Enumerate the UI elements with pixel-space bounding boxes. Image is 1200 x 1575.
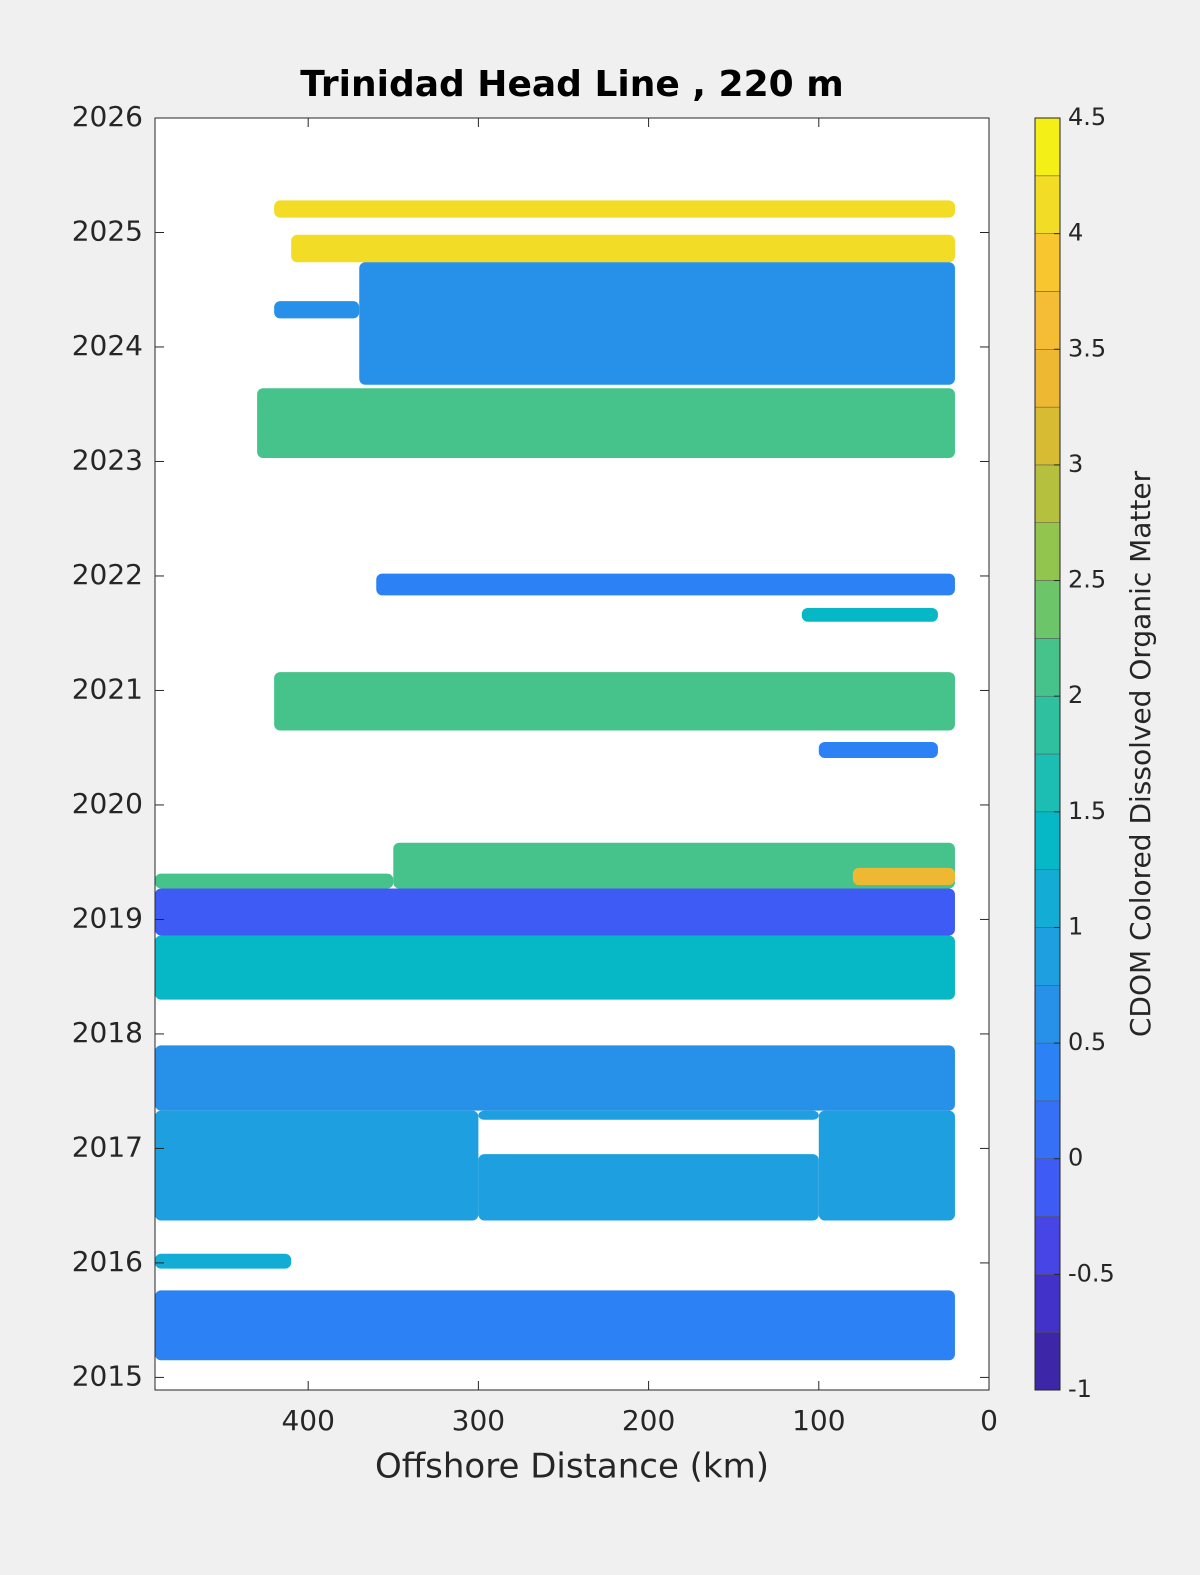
contour-region (155, 873, 394, 889)
y-tick-label: 2018 (72, 1016, 143, 1049)
colorbar-label: CDOM Colored Dissolved Organic Matter (1124, 470, 1157, 1037)
colorbar-level (1034, 1331, 1061, 1391)
contour-region (852, 867, 955, 886)
colorbar-box (1034, 117, 1061, 1391)
contour-region (155, 1045, 955, 1111)
colorbar-tick-label: -1 (1068, 1375, 1092, 1403)
colorbar-level (1034, 406, 1061, 466)
colorbar-tick-label: 2 (1068, 681, 1083, 709)
contour-region (257, 388, 955, 459)
contour-fill (155, 200, 955, 1361)
colorbar-tick-label: 3 (1068, 450, 1083, 478)
colorbar-level (1034, 175, 1061, 234)
y-tick-label: 2026 (72, 100, 143, 133)
contour-region (155, 1253, 292, 1269)
contour-region (155, 935, 955, 1000)
colorbar-tick-label: 4 (1068, 219, 1083, 247)
colorbar-tick-label: 1 (1068, 912, 1083, 940)
y-tick-label: 2015 (72, 1359, 143, 1392)
colorbar-level (1034, 1216, 1061, 1275)
colorbar-tick-label: 0 (1068, 1144, 1083, 1172)
contour-region (818, 741, 938, 759)
colorbar-level (1034, 695, 1061, 755)
colorbar-level (1034, 1158, 1061, 1217)
x-tick-label: 400 (281, 1404, 334, 1437)
colorbar-level (1034, 985, 1061, 1044)
contour-region (478, 1154, 819, 1221)
contour-region (801, 608, 938, 622)
colorbar-level (1034, 464, 1061, 523)
colorbar-level (1034, 1274, 1061, 1333)
y-tick-label: 2023 (72, 443, 143, 476)
colorbar-level (1034, 638, 1061, 697)
colorbar-level (1034, 233, 1061, 292)
chart-title: Trinidad Head Line , 220 m (300, 64, 843, 105)
contour-region (274, 301, 360, 319)
colorbar-level (1034, 927, 1061, 986)
colorbar-level (1034, 522, 1061, 581)
colorbar-level (1034, 1100, 1061, 1159)
contour-region (155, 888, 955, 936)
colorbar-tick-label: 3.5 (1068, 334, 1106, 362)
y-tick-label: 2021 (72, 672, 143, 705)
colorbar-tick-label: 1.5 (1068, 797, 1106, 825)
colorbar-level (1034, 580, 1061, 639)
contour-region (478, 1110, 819, 1120)
contour-region (155, 1290, 955, 1361)
contour-region (274, 200, 955, 218)
colorbar-level (1034, 753, 1061, 813)
y-tick-label: 2019 (72, 901, 143, 934)
colorbar-tick-label: 0.5 (1068, 1028, 1106, 1056)
colorbar-level (1034, 1042, 1061, 1102)
colorbar-tick-label: 2.5 (1068, 566, 1106, 594)
y-tick-label: 2024 (72, 329, 143, 362)
y-tick-label: 2025 (72, 214, 143, 247)
colorbar-level (1034, 349, 1061, 408)
contour-region (818, 1110, 955, 1221)
x-tick-label: 200 (622, 1404, 675, 1437)
contour-region (376, 573, 955, 596)
colorbar-level (1034, 291, 1061, 350)
x-axis-label: Offshore Distance (km) (375, 1447, 769, 1487)
contour-region (359, 262, 955, 385)
colorbar-tick-label: -0.5 (1068, 1259, 1115, 1287)
y-tick-label: 2022 (72, 558, 143, 591)
colorbar-level (1034, 869, 1061, 928)
colorbar-level (1034, 811, 1061, 870)
x-tick-label: 0 (980, 1404, 998, 1437)
colorbar-tick-label: 4.5 (1068, 103, 1106, 131)
contour-region (393, 842, 955, 889)
y-tick-label: 2017 (72, 1130, 143, 1163)
x-tick-label: 300 (452, 1404, 505, 1437)
contour-region (274, 672, 955, 731)
y-tick-label: 2016 (72, 1245, 143, 1278)
colorbar-level (1034, 117, 1061, 177)
contour-region (155, 1110, 479, 1221)
x-tick-label: 100 (792, 1404, 845, 1437)
y-tick-label: 2020 (72, 787, 143, 820)
axes-box (154, 117, 990, 1391)
contour-region (291, 234, 955, 263)
